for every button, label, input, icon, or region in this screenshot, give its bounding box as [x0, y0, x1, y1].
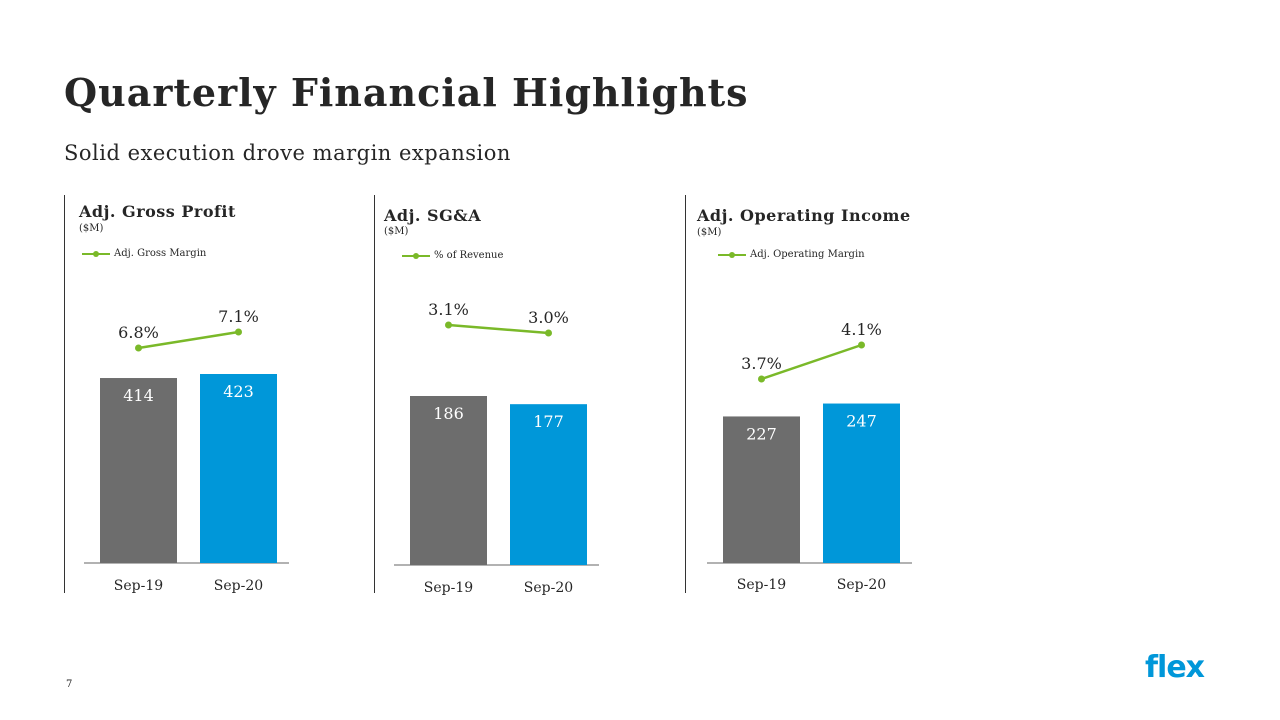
- bar-value-label: 186: [433, 404, 464, 423]
- sga-title: Adj. SG&A: [384, 206, 482, 225]
- margin-point: [445, 321, 452, 329]
- margin-value-label: 3.7%: [741, 354, 782, 373]
- bar: [200, 374, 277, 563]
- sga-legend: % of Revenue: [402, 250, 503, 261]
- x-tick-label: Sep-20: [837, 577, 886, 593]
- x-tick-label: Sep-20: [214, 578, 263, 594]
- sga-unit: ($M): [384, 226, 409, 237]
- bar-value-label: 423: [223, 382, 254, 401]
- bar-value-label: 177: [533, 412, 564, 431]
- margin-point: [858, 341, 865, 349]
- legend-line-marker-icon: [718, 251, 746, 258]
- x-tick-label: Sep-20: [524, 580, 573, 596]
- bar: [100, 378, 177, 563]
- slide-number: 7: [66, 679, 73, 690]
- x-tick-label: Sep-19: [424, 580, 473, 596]
- legend-line-marker-icon: [82, 250, 110, 257]
- margin-point: [545, 329, 552, 337]
- x-tick-label: Sep-19: [114, 578, 163, 594]
- margin-point: [235, 328, 242, 336]
- panel-divider-1: [64, 195, 65, 593]
- margin-value-label: 6.8%: [118, 323, 159, 342]
- margin-value-label: 3.1%: [428, 300, 469, 319]
- gross-profit-unit: ($M): [79, 223, 104, 234]
- margin-point: [758, 375, 765, 383]
- margin-line: [138, 330, 239, 350]
- margin-line: [761, 343, 862, 381]
- legend-label: Adj. Operating Margin: [750, 249, 865, 260]
- margin-value-label: 3.0%: [528, 308, 569, 327]
- bar: [510, 404, 587, 565]
- bar: [823, 403, 900, 563]
- legend-line-marker-icon: [402, 252, 430, 259]
- bar: [723, 416, 800, 563]
- page-subtitle: Solid execution drove margin expansion: [64, 141, 511, 165]
- legend-label: Adj. Gross Margin: [114, 248, 207, 259]
- page-title: Quarterly Financial Highlights: [64, 70, 749, 115]
- margin-point: [135, 344, 142, 352]
- operating-income-title: Adj. Operating Income: [697, 206, 911, 225]
- margin-value-label: 7.1%: [218, 307, 259, 326]
- gross-profit-title: Adj. Gross Profit: [79, 202, 236, 221]
- operating-income-legend: Adj. Operating Margin: [718, 249, 865, 260]
- bar-value-label: 227: [746, 424, 777, 443]
- bar: [410, 396, 487, 565]
- bar-value-label: 247: [846, 412, 877, 431]
- bar-value-label: 414: [123, 386, 154, 405]
- margin-line: [448, 323, 549, 335]
- operating-income-unit: ($M): [697, 227, 722, 238]
- panel-divider-2: [374, 195, 375, 593]
- flex-logo: flex: [1145, 650, 1205, 685]
- panel-divider-3: [685, 195, 686, 593]
- legend-label: % of Revenue: [434, 250, 504, 261]
- x-tick-label: Sep-19: [737, 577, 786, 593]
- margin-value-label: 4.1%: [841, 320, 882, 339]
- gross-profit-legend: Adj. Gross Margin: [82, 248, 206, 259]
